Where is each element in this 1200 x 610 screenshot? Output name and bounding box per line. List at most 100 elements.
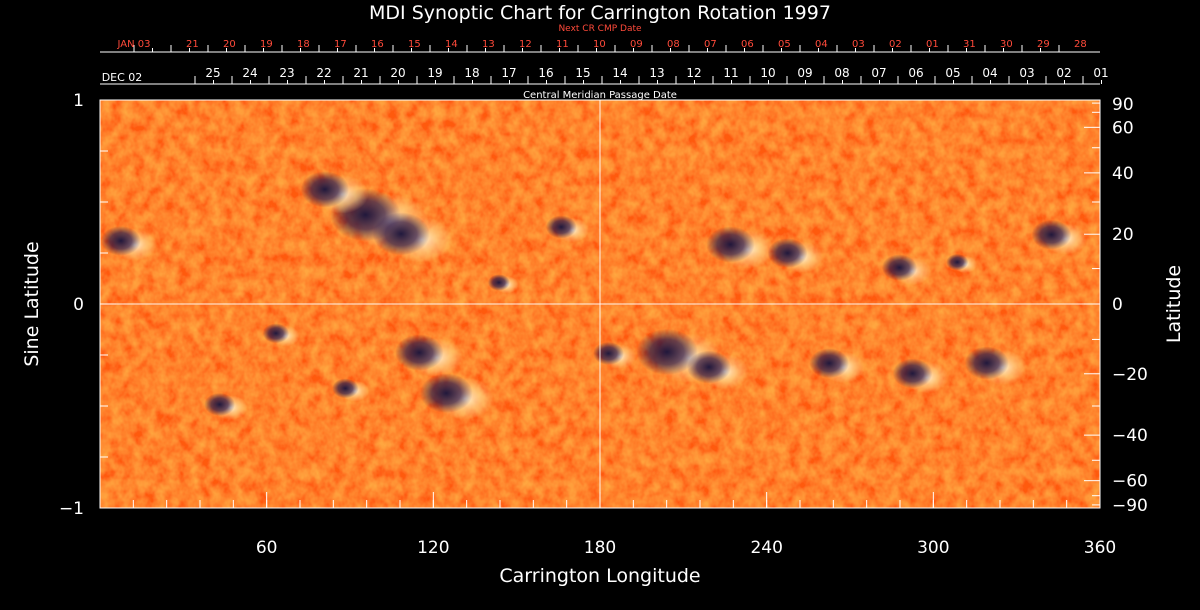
next-cr-date-label: 15 (408, 39, 421, 50)
next-cr-date-label: 01 (926, 39, 939, 50)
negative-polarity-patch (1031, 219, 1072, 250)
next-cr-date-label: 18 (297, 39, 310, 50)
cmp-date-label: DEC 02 (102, 71, 143, 84)
next-cr-date-label: 02 (889, 39, 902, 50)
y-right-tick-label: 40 (1112, 164, 1134, 184)
negative-polarity-patch (881, 254, 917, 281)
negative-polarity-patch (964, 346, 1009, 380)
next-cr-axis-label: Next CR CMP Date (558, 24, 642, 34)
next-cr-date-label: 11 (556, 39, 569, 50)
negative-polarity-patch (262, 323, 290, 344)
y-axis-right-label: Latitude (1163, 265, 1185, 343)
y-left-tick-label: −1 (59, 499, 84, 519)
next-cr-date-label: 08 (667, 39, 680, 50)
next-cr-date-label: 10 (593, 39, 606, 50)
x-tick-label: 180 (584, 538, 616, 558)
cmp-date-label: 18 (464, 66, 479, 80)
y-right-tick-label: 60 (1112, 118, 1134, 138)
next-cr-date-label: 06 (741, 39, 754, 50)
negative-polarity-patch (204, 392, 236, 417)
next-cr-date-label: 14 (445, 39, 458, 50)
cmp-date-label: 13 (649, 66, 664, 80)
y-right-tick-label: −90 (1112, 496, 1148, 516)
y-right-tick-label: −60 (1112, 472, 1148, 492)
cmp-date-axes: JAN 03 21 20 19 18 17 16 15 14 13 12 11 10 09 08 07 06 05… (100, 39, 1109, 85)
cmp-date-label: 02 (1056, 66, 1071, 80)
y-left-tick-label: 1 (73, 91, 84, 111)
negative-polarity-patch (101, 225, 141, 256)
x-tick-label: 60 (256, 538, 278, 558)
negative-polarity-patch (545, 215, 577, 239)
cmp-date-label: 21 (353, 66, 368, 80)
negative-polarity-patch (300, 171, 350, 208)
negative-polarity-patch (636, 328, 698, 376)
x-tick-label: 300 (917, 538, 949, 558)
active-region-layer (101, 171, 1088, 420)
x-tick-label: 120 (417, 538, 449, 558)
next-cr-date-label: 05 (778, 39, 791, 50)
cmp-date-label: 14 (612, 66, 627, 80)
negative-polarity-patch (686, 350, 731, 384)
chart-title: MDI Synoptic Chart for Carrington Rotati… (369, 2, 831, 24)
next-cr-date-label: 13 (482, 39, 495, 50)
next-cr-date-label: JAN 03 (117, 39, 151, 50)
y-axis-left-label: Sine Latitude (21, 241, 43, 366)
cmp-date-label: 22 (316, 66, 331, 80)
next-cr-date-label: 19 (260, 39, 273, 50)
cmp-date-label: 09 (797, 66, 812, 80)
next-cr-date-label: 20 (223, 39, 236, 50)
next-cr-date-label: 29 (1037, 39, 1050, 50)
negative-polarity-patch (487, 274, 510, 291)
cmp-date-label: 11 (723, 66, 738, 80)
cmp-date-label: 10 (760, 66, 775, 80)
x-tick-label: 240 (750, 538, 782, 558)
cmp-date-label: 17 (501, 66, 516, 80)
negative-polarity-patch (372, 212, 430, 256)
next-cr-date-label: 30 (1000, 39, 1013, 50)
cmp-date-label: 05 (945, 66, 960, 80)
negative-polarity-patch (395, 334, 444, 371)
next-cr-date-label: 07 (704, 39, 717, 50)
next-cr-date-label: 16 (371, 39, 384, 50)
negative-polarity-patch (767, 238, 808, 268)
plot-axes: 60 120 180 240 300 360 1 0 −1 90 60 40 20 0 −20 −40 −60 −… (59, 91, 1148, 558)
next-cr-date-label: 21 (186, 39, 199, 50)
cmp-date-label: 07 (871, 66, 886, 80)
next-cr-date-label: 12 (519, 39, 532, 50)
plot-frame (99, 99, 1101, 509)
next-cr-date-label: 17 (334, 39, 347, 50)
negative-polarity-patch (809, 348, 849, 379)
cmp-date-label: 16 (538, 66, 553, 80)
negative-polarity-patch (419, 373, 473, 413)
cmp-date-label: 03 (1019, 66, 1034, 80)
y-right-tick-label: 90 (1112, 95, 1134, 115)
cmp-axis-label: Central Meridian Passage Date (523, 90, 677, 101)
cmp-date-label: 12 (686, 66, 701, 80)
negative-polarity-patch (706, 226, 755, 263)
cmp-date-label: 20 (390, 66, 405, 80)
cmp-date-label: 08 (834, 66, 849, 80)
next-cr-date-label: 04 (815, 39, 828, 50)
negative-polarity-patch (332, 378, 359, 399)
x-axis-label: Carrington Longitude (499, 565, 700, 587)
y-left-tick-label: 0 (73, 295, 84, 315)
y-right-tick-label: −40 (1112, 426, 1148, 446)
y-right-tick-label: 0 (1112, 295, 1123, 315)
y-right-tick-label: 20 (1112, 225, 1134, 245)
y-right-tick-label: −20 (1112, 365, 1148, 385)
cmp-date-label: 19 (427, 66, 442, 80)
next-cr-date-label: 09 (630, 39, 643, 50)
negative-polarity-patch (892, 358, 933, 389)
cmp-date-label: 01 (1093, 66, 1108, 80)
next-cr-date-label: 31 (963, 39, 976, 50)
next-cr-date-label: 03 (852, 39, 865, 50)
next-cr-date-label: 28 (1074, 39, 1087, 50)
negative-polarity-patch (946, 253, 969, 271)
x-tick-label: 360 (1084, 538, 1116, 558)
cmp-date-label: 06 (908, 66, 923, 80)
cmp-date-label: 25 (205, 66, 220, 80)
cmp-date-label: 24 (242, 66, 257, 80)
cmp-date-label: 15 (575, 66, 590, 80)
cmp-date-label: 04 (982, 66, 997, 80)
cmp-date-label: 23 (279, 66, 294, 80)
